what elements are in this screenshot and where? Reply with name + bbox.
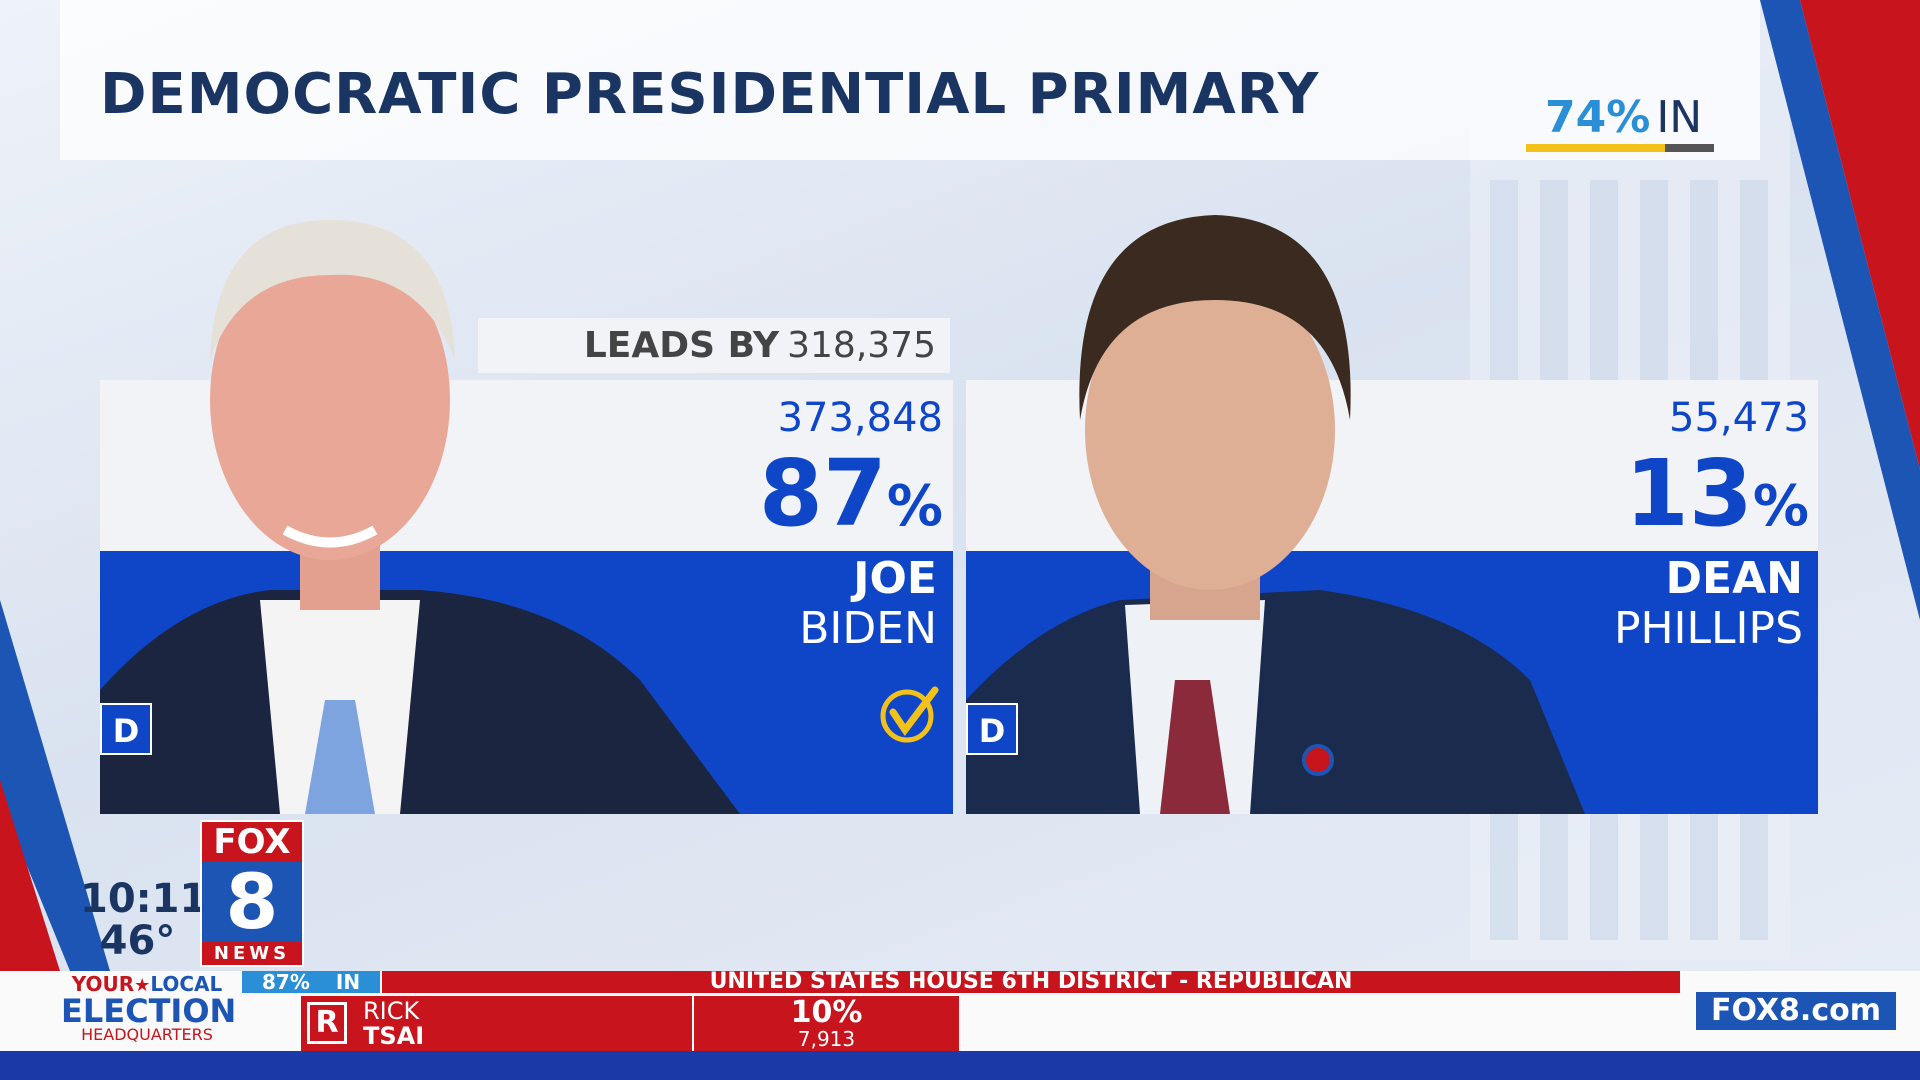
logo-sub: NEWS	[202, 942, 302, 965]
last-name: PHILLIPS	[1613, 603, 1803, 654]
reporting-suffix: IN	[1656, 92, 1703, 143]
ticker-party: R	[307, 1002, 347, 1044]
clock: 10:11	[80, 876, 208, 922]
candidate-photo	[100, 220, 740, 814]
party-badge: D	[100, 703, 152, 755]
winner-check	[880, 686, 939, 743]
first-name: JOE	[853, 553, 937, 604]
ticker-reporting-percent: 87%	[262, 970, 310, 994]
brand-word: HEADQUARTERS	[81, 1025, 213, 1044]
brand-word: LOCAL	[150, 972, 223, 996]
brand-word: YOUR	[71, 972, 135, 996]
ticker-first-name: RICK	[363, 997, 420, 1025]
percent-value: 13	[1624, 440, 1753, 547]
logo-number: 8	[225, 857, 279, 946]
percent-value: 87	[758, 440, 887, 547]
ticker-reporting: 87% IN	[242, 971, 380, 993]
temperature: 46°	[99, 918, 176, 964]
ticker-race: UNITED STATES HOUSE 6TH DISTRICT - REPUB…	[382, 971, 1680, 993]
percent-sign: %	[1752, 474, 1809, 539]
ticker-percent: 10%	[790, 995, 863, 1030]
leads-by: LEADS BY 318,375	[478, 318, 950, 373]
station-logo: FOX 8 NEWS	[200, 820, 304, 967]
ticker-candidate: R RICK TSAI 10% 7,913	[301, 996, 959, 1051]
candidate-photo	[966, 215, 1585, 814]
vote-percent: 13%	[1366, 448, 1809, 540]
brand-word: ELECTION	[61, 992, 237, 1030]
logo-brand: FOX	[202, 822, 302, 862]
first-name: DEAN	[1665, 553, 1803, 604]
reporting-percent: 74%	[1545, 92, 1651, 143]
leads-value: 318,375	[787, 325, 936, 366]
last-name: BIDEN	[799, 603, 937, 654]
ticker-branding: YOUR★LOCAL ELECTION HEADQUARTERS	[61, 972, 237, 1044]
percent-sign: %	[886, 474, 943, 539]
leads-label: LEADS BY	[583, 325, 780, 366]
votes: 373,848	[777, 395, 943, 441]
ticker-stripe	[0, 1051, 1920, 1080]
party-badge: D	[966, 703, 1018, 755]
title: DEMOCRATIC PRESIDENTIAL PRIMARY	[100, 62, 1320, 127]
title-band	[60, 0, 1760, 160]
ticker-reporting-suffix: IN	[335, 970, 361, 994]
reporting-bar	[1526, 144, 1666, 152]
reporting: 74% IN	[1545, 92, 1702, 143]
ticker-votes: 7,913	[797, 1027, 856, 1051]
vote-percent: 87%	[500, 448, 943, 540]
ticker-last-name: TSAI	[363, 1022, 425, 1050]
votes: 55,473	[1669, 395, 1809, 441]
website: FOX8.com	[1696, 992, 1896, 1030]
